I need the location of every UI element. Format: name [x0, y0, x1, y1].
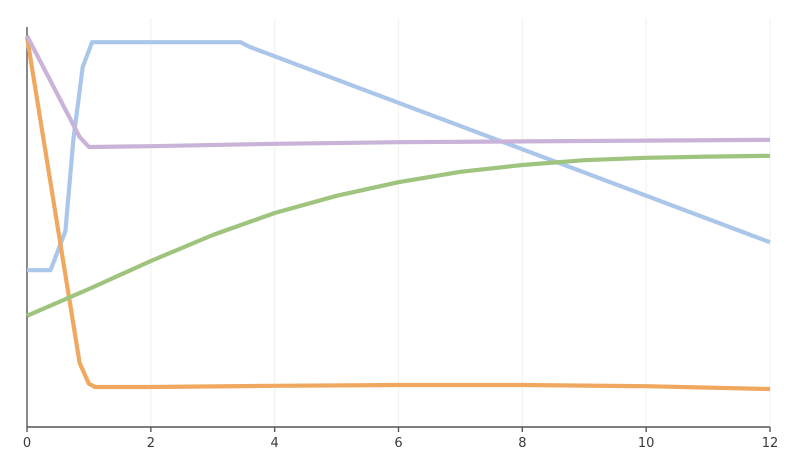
x-tick-label-12: 12: [761, 436, 779, 451]
series-line-purple: [25, 34, 771, 150]
x-tick-label-4: 4: [270, 436, 279, 451]
x-tick-label-0: 0: [22, 436, 32, 451]
data-series-group: [24, 34, 771, 392]
gridlines: [150, 18, 771, 427]
x-tick-label-8: 8: [518, 436, 527, 451]
x-tick-label-2: 2: [146, 436, 155, 451]
x-tick-label-6: 6: [394, 436, 403, 451]
x-axis-ticks: [26, 427, 771, 432]
x-tick-label-10: 10: [637, 436, 655, 451]
series-line-green: [26, 153, 771, 318]
series-line-orange: [24, 36, 771, 392]
series-line-blue: [27, 40, 771, 273]
